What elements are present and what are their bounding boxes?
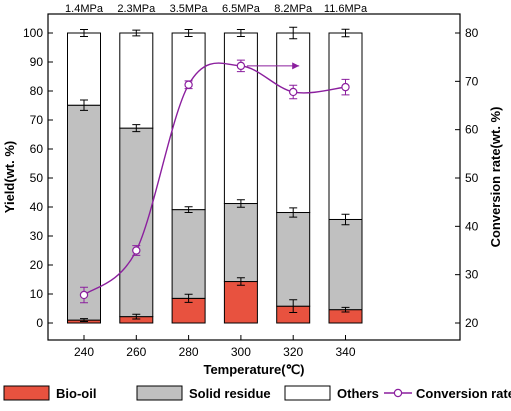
left-tick-label-90: 90	[30, 55, 44, 69]
conversion-rate-line	[79, 59, 350, 304]
left-tick-label-100: 100	[23, 26, 43, 40]
x-axis-ticks: 240 260 280 300 320 340	[74, 335, 356, 359]
bar-solid-residue-320	[276, 212, 311, 307]
x-tick-label-300: 300	[231, 345, 251, 359]
bar-others-340	[328, 32, 363, 220]
conversion-rate-point-240	[79, 290, 89, 300]
left-tick-label-0: 0	[36, 316, 43, 330]
conversion-rate-point-260	[132, 246, 141, 255]
error-bar-solid-residue-260	[132, 124, 141, 133]
error-bar-solid-residue-300	[236, 199, 245, 208]
bar-bio-oil-300	[223, 281, 258, 324]
pressure-label-340: 11.6MPa	[324, 3, 368, 15]
left-tick-label-50: 50	[30, 171, 44, 185]
conversion-rate-point-280	[184, 80, 193, 89]
annotation-arrow-head	[292, 62, 300, 70]
stacked-bars	[67, 32, 363, 324]
error-bar-solid-residue-340	[341, 213, 350, 226]
left-axis-title: Yield(wt. %)	[2, 141, 17, 213]
error-bar-bio-oil-260	[132, 313, 141, 320]
error-bar-solid-residue-320	[289, 207, 298, 218]
right-tick-label-20: 20	[465, 316, 479, 330]
error-bar-others-280	[184, 29, 193, 37]
bar-others-300	[223, 32, 258, 205]
right-tick-label-50: 50	[465, 171, 479, 185]
x-tick-label-260: 260	[126, 345, 146, 359]
error-bar-solid-residue-240	[80, 99, 88, 111]
axis-titles: Temperature(℃) Yield(wt. %) Conversion r…	[2, 107, 503, 377]
error-bar-others-240	[80, 29, 88, 37]
bar-solid-residue-340	[328, 218, 363, 311]
left-tick-label-30: 30	[30, 229, 44, 243]
left-tick-label-20: 20	[30, 258, 44, 272]
right-tick-label-60: 60	[465, 123, 479, 137]
bar-others-280	[171, 32, 206, 211]
legend-swatch-others	[284, 385, 331, 401]
x-tick-label-320: 320	[283, 345, 303, 359]
bar-solid-residue-280	[171, 209, 206, 299]
legend-label-conversion-rate: Conversion rate	[416, 386, 511, 401]
pressure-label-280: 3.5MPa	[170, 3, 209, 15]
plot-border	[47, 13, 461, 341]
left-tick-label-40: 40	[30, 200, 44, 214]
error-bar-others-300	[236, 29, 245, 37]
pressure-label-240: 1.4MPa	[65, 3, 104, 15]
left-tick-label-10: 10	[30, 287, 44, 301]
legend-swatch-bio-oil	[3, 385, 50, 401]
legend-label-solid-residue: Solid residue	[189, 386, 271, 401]
bar-others-260	[119, 32, 154, 129]
error-bar-bio-oil-340	[341, 306, 350, 313]
right-tick-label-70: 70	[465, 74, 479, 88]
error-bar-bio-oil-240	[80, 318, 88, 323]
error-bar-solid-residue-280	[184, 206, 193, 214]
legend-marker-conversion-rate	[393, 388, 403, 398]
x-axis-title: Temperature(℃)	[203, 362, 304, 377]
pressure-labels: 1.4MPa 2.3MPa 3.5MPa 6.5MPa 8.2MPa 11.6MPa	[65, 3, 368, 15]
left-tick-label-70: 70	[30, 113, 44, 127]
bar-solid-residue-240	[67, 104, 101, 321]
pressure-label-300: 6.5MPa	[222, 3, 261, 15]
right-axis-title: Conversion rate(wt. %)	[488, 107, 503, 248]
bar-error-bars	[80, 26, 350, 323]
pressure-label-320: 8.2MPa	[274, 3, 313, 15]
legend-label-bio-oil: Bio-oil	[56, 386, 96, 401]
x-tick-label-240: 240	[74, 345, 94, 359]
plot-frame	[47, 13, 461, 341]
error-bar-others-340	[341, 28, 350, 38]
right-tick-label-30: 30	[465, 268, 479, 282]
error-bar-bio-oil-300	[236, 277, 245, 286]
conversion-rate-point-300	[236, 61, 246, 71]
conversion-rate-point-340	[341, 82, 350, 92]
bar-others-320	[276, 32, 311, 214]
right-tick-label-40: 40	[465, 219, 479, 233]
legend-label-others: Others	[337, 386, 379, 401]
right-axis-ticks: 20 30 40 50 60 70 80	[455, 26, 479, 330]
legend: Bio-oil Solid residue Others Conversion rat…	[3, 385, 511, 401]
right-tick-label-80: 80	[465, 26, 479, 40]
x-tick-label-280: 280	[179, 345, 199, 359]
bar-solid-residue-300	[223, 203, 258, 283]
error-bar-bio-oil-280	[184, 293, 193, 303]
conversion-rate-point-320	[289, 87, 298, 97]
bar-others-240	[67, 32, 101, 106]
error-bar-others-260	[132, 29, 141, 37]
error-bar-others-320	[289, 26, 298, 40]
error-bar-bio-oil-320	[289, 299, 298, 314]
bar-solid-residue-260	[119, 127, 154, 318]
pressure-label-260: 2.3MPa	[117, 3, 156, 15]
x-tick-label-340: 340	[335, 345, 355, 359]
legend-swatch-solid-residue	[136, 385, 183, 401]
left-tick-label-80: 80	[30, 84, 44, 98]
left-tick-label-60: 60	[30, 142, 44, 156]
left-axis-ticks: 0 10 20 30 40 50 60 70 80 90 100	[23, 26, 53, 330]
